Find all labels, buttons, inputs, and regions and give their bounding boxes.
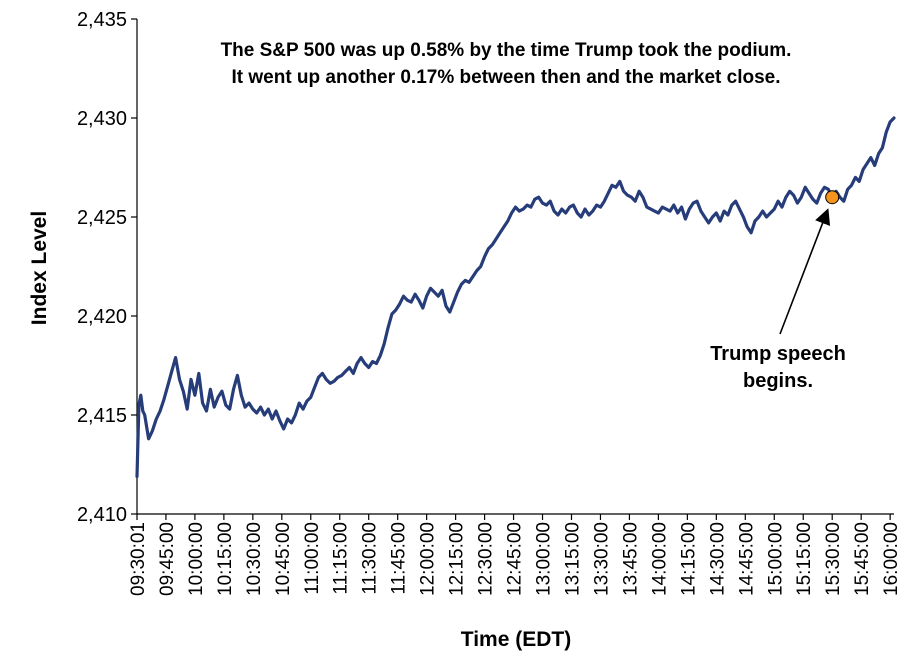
- x-tick-label: 10:30:00: [244, 522, 265, 596]
- chart-title-line-2: It went up another 0.17% between then an…: [231, 67, 780, 88]
- x-tick-label: 15:15:00: [794, 522, 815, 596]
- y-tick-label: 2,435: [77, 9, 127, 31]
- x-tick-label: 10:00:00: [186, 522, 207, 596]
- y-axis-title: Index Level: [28, 211, 51, 325]
- x-tick-label: 11:15:00: [331, 522, 352, 595]
- y-tick-label: 2,410: [77, 504, 127, 526]
- x-tick-label: 13:30:00: [591, 522, 612, 596]
- x-tick-label: 11:00:00: [302, 522, 323, 595]
- x-tick-label: 13:15:00: [562, 522, 583, 596]
- x-tick-label: 10:45:00: [273, 522, 294, 596]
- annotation-line-2: begins.: [743, 370, 813, 392]
- x-tick-label: 12:45:00: [505, 522, 526, 596]
- speech-marker-point: [825, 190, 840, 205]
- x-tick-label: 15:45:00: [852, 522, 873, 596]
- series-line: [135, 116, 896, 478]
- x-tick-label: 15:00:00: [765, 522, 786, 596]
- x-tick-label: 12:30:00: [476, 522, 497, 596]
- x-tick-label: 13:00:00: [534, 522, 555, 596]
- x-tick-label: 14:00:00: [649, 522, 670, 596]
- y-tick-label: 2,420: [77, 306, 127, 328]
- x-axis-ticks: 09:30:01 09:45:00 10:00:00 10:15:00 10:30:00…: [128, 514, 902, 596]
- x-tick-label: 09:45:00: [157, 522, 178, 596]
- x-tick-label: 10:15:00: [215, 522, 236, 596]
- series-layer: [135, 116, 896, 478]
- x-tick-label: 11:30:00: [360, 522, 381, 595]
- annotation-layer: [779, 190, 840, 335]
- annotation-arrow: [779, 208, 831, 335]
- x-tick-label: 09:30:01: [128, 522, 149, 596]
- x-tick-label: 12:00:00: [418, 522, 439, 596]
- chart-title-line-1: The S&P 500 was up 0.58% by the time Tru…: [221, 40, 792, 61]
- x-tick-label: 14:45:00: [736, 522, 757, 596]
- y-tick-label: 2,425: [77, 207, 127, 229]
- x-tick-label: 13:45:00: [620, 522, 641, 596]
- y-tick-label: 2,430: [77, 108, 127, 130]
- y-tick-label: 2,415: [77, 405, 127, 427]
- x-tick-label: 11:45:00: [389, 522, 410, 595]
- annotation-line-1: Trump speech: [710, 343, 846, 365]
- x-axis-title: Time (EDT): [461, 628, 571, 651]
- x-tick-label: 16:00:00: [881, 522, 902, 596]
- x-tick-label: 12:15:00: [447, 522, 468, 596]
- x-tick-label: 15:30:00: [823, 522, 844, 596]
- axes: [136, 19, 894, 515]
- x-tick-label: 14:30:00: [707, 522, 728, 596]
- y-axis-ticks: 2,410 2,415 2,420 2,425 2,430 2,435: [77, 9, 137, 526]
- x-tick-label: 14:15:00: [678, 522, 699, 596]
